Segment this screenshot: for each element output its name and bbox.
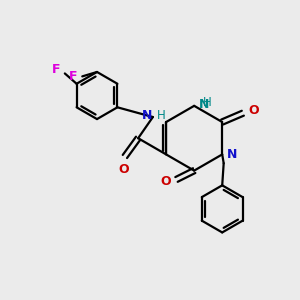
Text: O: O — [249, 104, 259, 117]
Text: N: N — [142, 109, 152, 122]
Text: F: F — [68, 70, 77, 83]
Text: O: O — [118, 163, 129, 176]
Text: H: H — [156, 109, 165, 122]
Text: H: H — [202, 96, 211, 110]
Text: N: N — [227, 148, 238, 161]
Text: F: F — [52, 63, 60, 76]
Text: N: N — [199, 98, 209, 111]
Text: O: O — [160, 175, 171, 188]
